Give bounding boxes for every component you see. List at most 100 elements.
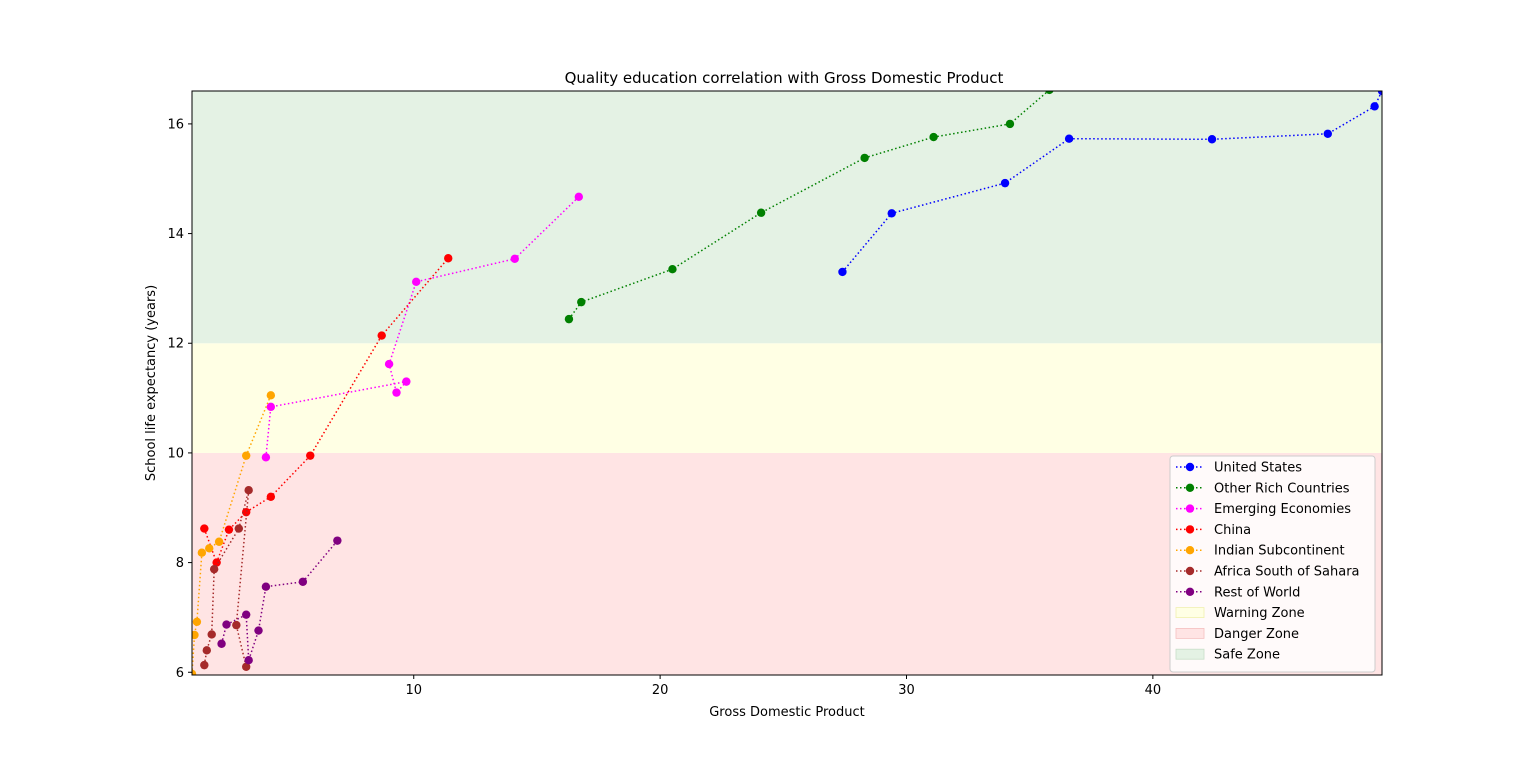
china-point bbox=[266, 492, 276, 501]
africa-south-of-sahara-line bbox=[203, 490, 250, 667]
legend-swatch-warning-zone bbox=[1175, 607, 1205, 618]
united-states-point bbox=[887, 209, 896, 218]
legend-label-indian-subcontinent: Indian Subcontinent bbox=[1214, 544, 1345, 559]
legend-marker-emerging-economies bbox=[1185, 504, 1195, 513]
other-rich-countries-point bbox=[929, 132, 938, 142]
emerging-economies-point bbox=[261, 453, 271, 462]
legend-label-warning-zone: Warning Zone bbox=[1214, 606, 1305, 621]
indian-subcontinent-point bbox=[192, 617, 202, 627]
other-rich-countries-point bbox=[577, 297, 586, 307]
china-point bbox=[200, 524, 209, 533]
legend-label-safe-zone: Safe Zone bbox=[1214, 648, 1280, 663]
united-states-line bbox=[841, 91, 1382, 273]
united-states-point bbox=[1323, 129, 1332, 138]
africa-south-of-sahara-point bbox=[234, 524, 244, 533]
emerging-economies-point bbox=[574, 192, 584, 202]
x-tick-label: 40 bbox=[1145, 683, 1162, 698]
rest-of-world-point bbox=[222, 620, 231, 629]
legend: United States Other Rich Countries Emergin… bbox=[1169, 455, 1376, 673]
united-states-point bbox=[1377, 91, 1382, 96]
rest-of-world-point bbox=[242, 610, 251, 619]
chart-title: Quality education correlation with Gross… bbox=[565, 69, 1004, 87]
united-states-point bbox=[1207, 135, 1217, 144]
x-axis-label: Gross Domestic Product bbox=[709, 705, 865, 720]
legend-label-rest-of-world: Rest of World bbox=[1214, 585, 1300, 600]
china-point bbox=[377, 331, 386, 340]
united-states-point bbox=[1064, 134, 1074, 143]
other-rich-countries-point bbox=[564, 314, 574, 324]
africa-south-of-sahara-point bbox=[202, 646, 211, 655]
africa-south-of-sahara-point bbox=[207, 630, 216, 639]
y-axis-label: School life expectancy (years) bbox=[144, 285, 159, 481]
y-tick-label: 8 bbox=[176, 556, 184, 571]
y-tick-label: 14 bbox=[167, 227, 184, 242]
rest-of-world-point bbox=[333, 536, 342, 545]
united-states-point bbox=[838, 267, 847, 277]
legend-label-danger-zone: Danger Zone bbox=[1214, 627, 1299, 642]
africa-south-of-sahara-point bbox=[244, 486, 253, 495]
legend-swatch-safe-zone bbox=[1175, 648, 1205, 660]
legend-label-united-states: United States bbox=[1214, 461, 1302, 476]
y-tick-label: 16 bbox=[167, 117, 184, 132]
emerging-economies-point bbox=[384, 359, 394, 369]
emerging-economies-point bbox=[402, 377, 411, 386]
emerging-economies-point bbox=[510, 254, 519, 263]
united-states-point bbox=[1000, 178, 1010, 188]
legend-label-emerging-economies: Emerging Economies bbox=[1214, 502, 1351, 517]
china-point bbox=[224, 525, 234, 534]
united-states-point bbox=[1370, 102, 1379, 111]
legend-box bbox=[1169, 455, 1376, 673]
other-rich-countries-point bbox=[860, 153, 869, 163]
plot-frame bbox=[191, 90, 1383, 676]
china-point bbox=[212, 558, 221, 567]
series-layer bbox=[192, 91, 1382, 675]
indian-subcontinent-point bbox=[192, 669, 197, 675]
x-tick-label: 10 bbox=[405, 683, 422, 698]
safe-zone-band bbox=[192, 91, 1382, 344]
africa-south-of-sahara-point bbox=[200, 660, 209, 670]
other-rich-countries-point bbox=[1045, 91, 1054, 95]
china-point bbox=[444, 254, 453, 263]
emerging-economies-point bbox=[412, 277, 421, 287]
indian-subcontinent-point bbox=[197, 548, 207, 557]
africa-south-of-sahara-point bbox=[232, 620, 241, 630]
legend-label-china: China bbox=[1214, 523, 1251, 538]
x-tick-label: 30 bbox=[898, 683, 915, 698]
rest-of-world-point bbox=[244, 655, 253, 665]
china-point bbox=[242, 507, 251, 517]
rest-of-world-point bbox=[261, 582, 271, 591]
x-tick-label: 20 bbox=[652, 683, 669, 698]
rest-of-world-point bbox=[217, 639, 226, 648]
indian-subcontinent-point bbox=[192, 630, 199, 640]
rest-of-world-point bbox=[298, 577, 308, 586]
emerging-economies-point bbox=[266, 402, 276, 412]
legend-marker-united-states bbox=[1185, 462, 1195, 472]
y-tick-label: 10 bbox=[167, 446, 184, 461]
legend-marker-indian-subcontinent bbox=[1185, 546, 1195, 555]
legend-label-other-rich-countries: Other Rich Countries bbox=[1214, 481, 1350, 496]
rest-of-world-point bbox=[254, 626, 263, 635]
africa-south-of-sahara-point bbox=[242, 662, 251, 671]
other-rich-countries-point bbox=[1005, 119, 1015, 129]
y-tick-label: 6 bbox=[176, 666, 184, 681]
legend-swatch-danger-zone bbox=[1175, 628, 1205, 639]
legend-marker-rest-of-world bbox=[1185, 587, 1195, 596]
legend-marker-other-rich-countries bbox=[1185, 483, 1195, 492]
warning-zone-band bbox=[192, 343, 1382, 453]
other-rich-countries-line bbox=[568, 91, 1050, 320]
legend-label-africa-south-of-sahara: Africa South of Sahara bbox=[1214, 565, 1360, 580]
legend-marker-africa-south-of-sahara bbox=[1185, 566, 1195, 576]
other-rich-countries-point bbox=[668, 265, 677, 274]
indian-subcontinent-point bbox=[214, 537, 224, 546]
legend-marker-china bbox=[1185, 525, 1195, 534]
ticks-layer: 10 20 30 40 6 8 10 12 14 16 bbox=[167, 117, 1161, 698]
africa-south-of-sahara-point bbox=[209, 564, 219, 574]
other-rich-countries-point bbox=[756, 208, 766, 217]
y-tick-label: 12 bbox=[167, 337, 184, 352]
china-point bbox=[306, 451, 315, 460]
indian-subcontinent-point bbox=[266, 391, 276, 400]
indian-subcontinent-point bbox=[205, 544, 214, 553]
indian-subcontinent-point bbox=[242, 451, 251, 460]
emerging-economies-point bbox=[392, 388, 401, 397]
